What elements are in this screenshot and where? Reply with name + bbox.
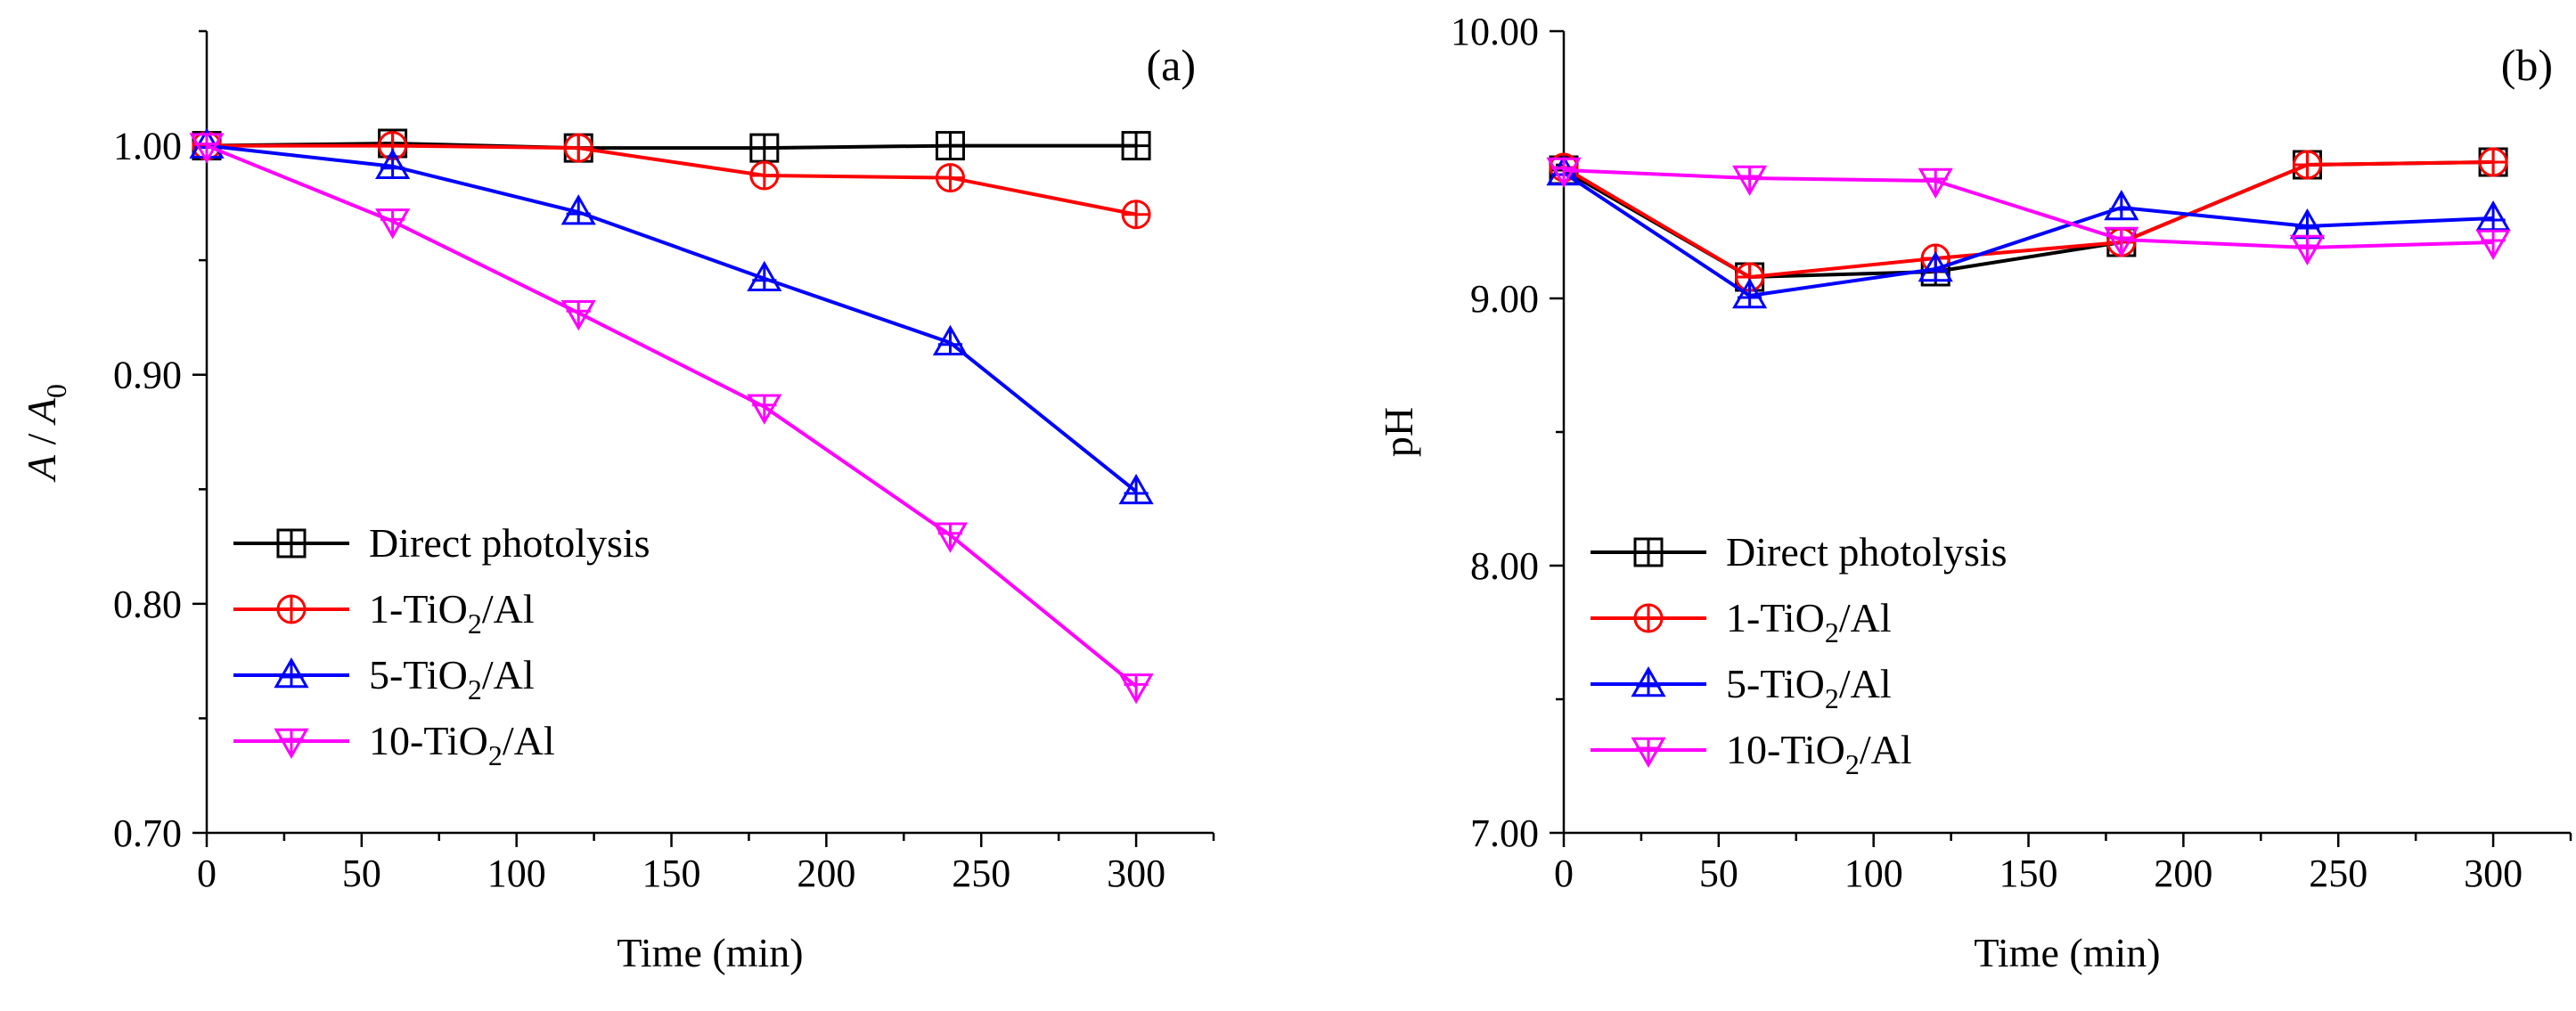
x-tick-label: 50 bbox=[1699, 852, 1738, 895]
series-line-direct bbox=[1563, 160, 2494, 280]
legend-label-t10: 10-TiO2/Al bbox=[1726, 727, 1912, 780]
y-tick-label: 10.00 bbox=[1451, 10, 1539, 53]
x-tick-label: 150 bbox=[642, 852, 701, 895]
x-tick-label: 0 bbox=[197, 852, 217, 895]
series-line-t10 bbox=[206, 143, 1138, 688]
panel-label: (a) bbox=[1147, 40, 1197, 90]
x-tick-label: 250 bbox=[952, 852, 1010, 895]
chart-panel-b: 0 50 100 150 200 250 300 7.00 8.00 9.00 10.00 Time … bbox=[1376, 10, 2572, 975]
y-tick-label: 7.00 bbox=[1470, 811, 1539, 855]
series-t5 bbox=[189, 127, 1154, 505]
y-tick-label: 1.00 bbox=[113, 125, 182, 168]
y-tick-label: 9.00 bbox=[1470, 277, 1539, 321]
legend-label-t1: 1-TiO2/Al bbox=[1726, 595, 1892, 648]
series-t10 bbox=[189, 133, 1154, 705]
y-axis-title: pH bbox=[1376, 407, 1421, 457]
series-line-t1 bbox=[207, 143, 1137, 216]
x-tick-label: 150 bbox=[1999, 852, 2058, 895]
legend-label-t10: 10-TiO2/Al bbox=[369, 718, 555, 771]
y-axis-title: A / A0 bbox=[19, 384, 72, 483]
series-t1 bbox=[1549, 147, 2508, 292]
x-tick-label: 200 bbox=[797, 852, 855, 895]
legend-item-t1: 1-TiO2/Al bbox=[1591, 595, 1892, 648]
legend-item-t10: 10-TiO2/Al bbox=[1591, 727, 1912, 780]
x-tick-label: 100 bbox=[1844, 852, 1903, 895]
series-t10 bbox=[1546, 157, 2511, 266]
x-tick-label: 100 bbox=[487, 852, 546, 895]
y-tick-label: 0.70 bbox=[113, 811, 182, 855]
legend-item-direct: Direct photolysis bbox=[1591, 529, 2008, 575]
legend-label-t1: 1-TiO2/Al bbox=[369, 586, 535, 640]
legend: Direct photolysis 1-TiO2/Al 5-TiO2/Al 10-Ti… bbox=[1591, 529, 2008, 780]
x-tick-label: 300 bbox=[1107, 852, 1165, 895]
chart-panel-a: 0 50 100 150 200 250 300 0.70 0.80 0.90 1.00 Time (… bbox=[19, 29, 1215, 975]
x-tick-label: 250 bbox=[2309, 852, 2367, 895]
legend-label-t5: 5-TiO2/Al bbox=[369, 652, 535, 705]
y-tick-label: 0.90 bbox=[113, 354, 182, 397]
series-line-t1 bbox=[1562, 160, 2494, 280]
series-line-t5 bbox=[206, 143, 1138, 493]
y-tick-label: 8.00 bbox=[1470, 544, 1539, 588]
series-line-t5 bbox=[1562, 171, 2494, 298]
x-axis-title: Time (min) bbox=[1974, 930, 2160, 975]
legend-item-direct: Direct photolysis bbox=[233, 520, 650, 566]
y-tick-label: 0.80 bbox=[113, 583, 182, 626]
x-axis-title: Time (min) bbox=[617, 930, 803, 975]
legend-label-direct: Direct photolysis bbox=[369, 520, 650, 566]
legend: Direct photolysis 1-TiO2/Al 5-TiO2/Al 10-Ti… bbox=[233, 520, 650, 771]
legend-item-t5: 5-TiO2/Al bbox=[233, 652, 535, 705]
series-line-direct bbox=[206, 141, 1137, 151]
series-line-t10 bbox=[1563, 168, 2494, 250]
legend-item-t1: 1-TiO2/Al bbox=[233, 586, 535, 640]
panel-label: (b) bbox=[2501, 40, 2553, 90]
legend-item-t5: 5-TiO2/Al bbox=[1591, 661, 1892, 714]
x-tick-label: 300 bbox=[2464, 852, 2523, 895]
series-direct bbox=[1549, 147, 2508, 292]
legend-item-t10: 10-TiO2/Al bbox=[233, 718, 555, 771]
x-tick-label: 50 bbox=[342, 852, 381, 895]
legend-label-direct: Direct photolysis bbox=[1726, 529, 2008, 575]
series-t5 bbox=[1546, 154, 2511, 309]
legend-label-t5: 5-TiO2/Al bbox=[1726, 661, 1892, 714]
x-tick-label: 0 bbox=[1554, 852, 1574, 895]
x-tick-label: 200 bbox=[2154, 852, 2212, 895]
